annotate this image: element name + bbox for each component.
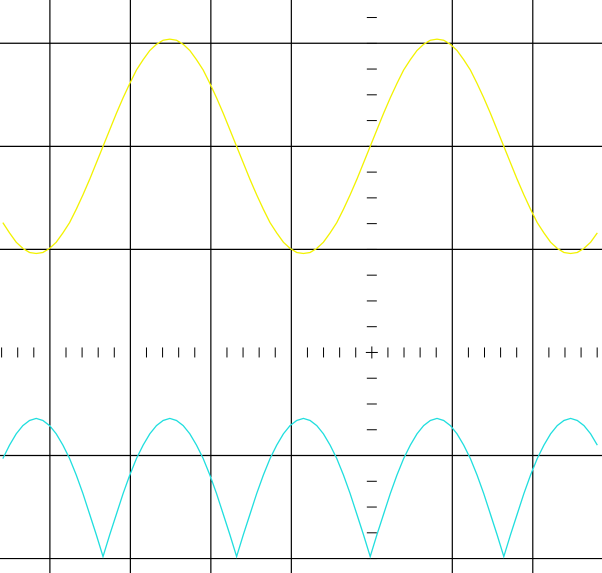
trace	[2, 417, 598, 559]
trace	[2, 38, 598, 255]
